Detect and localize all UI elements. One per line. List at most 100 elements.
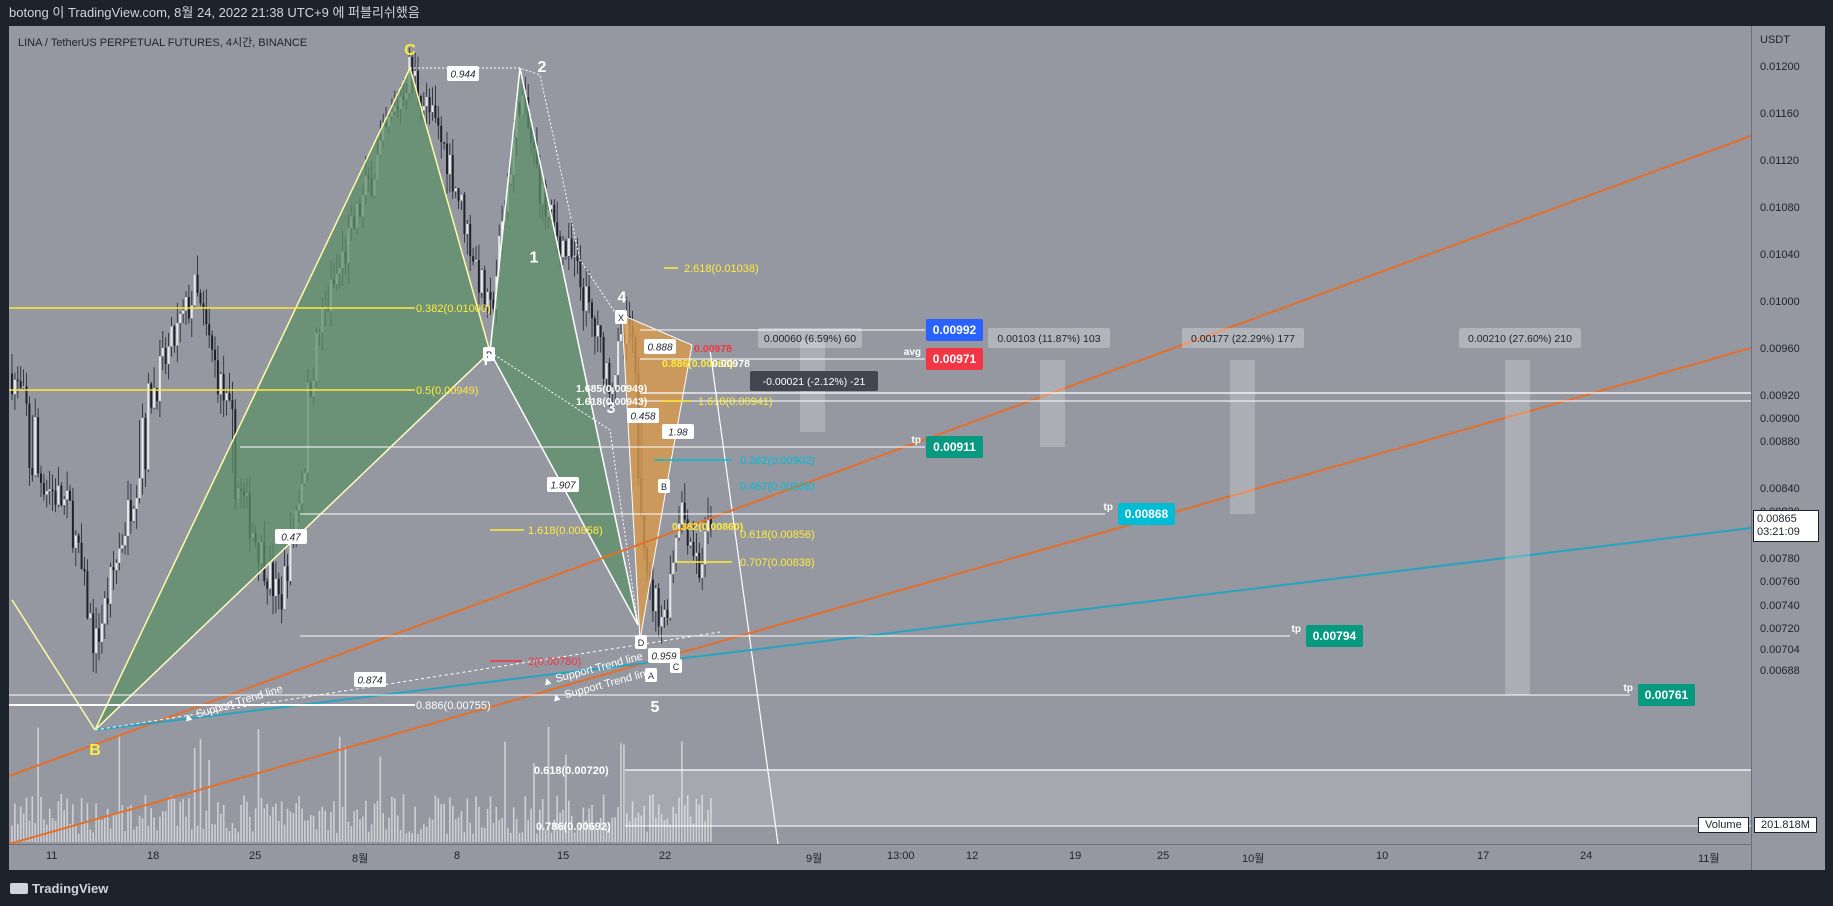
volume-bar — [211, 823, 213, 842]
x-tick-label: 25 — [249, 850, 262, 862]
volume-bar — [599, 817, 602, 842]
volume-bar — [684, 805, 686, 842]
candle-body — [205, 309, 208, 325]
projection-line — [709, 349, 779, 845]
volume-bar — [541, 799, 544, 842]
volume-bar — [275, 803, 277, 842]
candle-body — [37, 417, 40, 474]
volume-bar — [202, 828, 205, 842]
candle-body — [144, 417, 147, 470]
tradingview-logo[interactable]: TradingView — [10, 881, 108, 896]
volume-bar — [608, 822, 611, 842]
y-tick-label: 0.01200 — [1760, 61, 1800, 73]
volume-bar — [249, 816, 251, 842]
volume-bar — [75, 824, 77, 842]
volume-bar — [466, 798, 469, 842]
candle-body — [219, 373, 222, 395]
y-tick-label: 0.01120 — [1760, 155, 1799, 167]
target-kind-label: tp — [912, 435, 921, 446]
volume-bar — [620, 743, 622, 842]
volume-bar — [669, 824, 672, 842]
pattern-point-label: A — [648, 671, 654, 681]
volume-bar — [399, 829, 402, 842]
volume-bar — [675, 814, 677, 842]
volume-bar — [341, 806, 344, 842]
candle-body — [657, 588, 660, 627]
volume-bar — [283, 824, 286, 842]
volume-bar — [19, 806, 22, 842]
candle-body — [576, 255, 579, 261]
candle-body — [170, 326, 173, 347]
candle-body — [707, 518, 709, 532]
candle-body — [63, 499, 66, 506]
y-tick-label: 0.00920 — [1760, 390, 1800, 402]
volume-bar — [220, 813, 222, 842]
candle-body — [202, 303, 205, 310]
volume-bar — [544, 830, 547, 842]
volume-bar — [701, 794, 703, 842]
volume-bar — [359, 819, 361, 842]
volume-bar — [391, 796, 393, 842]
pattern-point-label: X — [618, 313, 624, 323]
candle-body — [672, 562, 675, 575]
candle-body — [434, 105, 437, 118]
price-chart[interactable]: 2.618(0.01038) 0.382(0.01000) 0.5(0.00949)… — [9, 26, 1751, 870]
volume-bar — [83, 823, 86, 842]
volume-bar — [104, 817, 106, 842]
candle-body — [564, 240, 567, 256]
x-tick-label: 12 — [966, 850, 979, 862]
ratio-value: 0.874 — [357, 676, 382, 687]
candle-body — [443, 142, 446, 144]
candle-body — [617, 341, 620, 376]
volume-bar — [405, 833, 408, 842]
bar-countdown: 03:21:09 — [1757, 526, 1800, 538]
candle-body — [695, 552, 698, 557]
candle-body — [16, 379, 19, 382]
candle-body — [483, 270, 486, 307]
candle-body — [472, 256, 475, 262]
target-price-tag — [1118, 503, 1175, 525]
candle-body — [593, 318, 596, 337]
volume-bar — [289, 811, 292, 842]
volume-bar — [324, 810, 326, 842]
candle-body — [95, 628, 98, 654]
volume-bar — [521, 832, 524, 842]
candle-body — [602, 336, 605, 379]
candle-body — [591, 302, 593, 319]
orange-trend-lower — [9, 347, 1751, 845]
volume-bar — [231, 822, 234, 842]
volume-bar — [411, 833, 413, 842]
candle-body — [83, 569, 86, 572]
volume-bar — [80, 797, 83, 842]
volume-bar — [591, 804, 593, 842]
time-axis[interactable] — [9, 844, 1751, 871]
target-price-tag — [926, 348, 983, 370]
volume-bar — [217, 802, 219, 842]
volume-bar — [495, 806, 498, 842]
fib-level-label: 2(0.00780) — [528, 656, 581, 668]
volume-bar — [646, 831, 648, 842]
volume-bar — [501, 817, 503, 842]
price-axis[interactable] — [1751, 26, 1825, 870]
volume-bar — [362, 816, 364, 842]
x-tick-label: 19 — [1069, 850, 1082, 862]
volume-bar — [597, 830, 599, 842]
volume-bar — [657, 804, 660, 842]
candle-body — [231, 400, 234, 410]
volume-bar — [594, 825, 596, 842]
candle-body — [80, 542, 83, 570]
pattern-level-label: 0.00978 — [694, 343, 732, 355]
candle-body — [567, 238, 570, 256]
volume-bar — [191, 829, 193, 842]
candle-body — [704, 531, 707, 565]
volume-bar — [95, 803, 97, 842]
pattern-point-label: C — [673, 662, 680, 672]
volume-bar — [251, 831, 254, 842]
y-tick-label: 0.00704 — [1760, 644, 1800, 656]
candle-body — [216, 360, 219, 395]
candle-body — [620, 334, 622, 342]
chart-area[interactable]: 2.618(0.01038) 0.382(0.01000) 0.5(0.00949)… — [9, 26, 1751, 870]
volume-bar — [144, 795, 147, 842]
candle-body — [190, 305, 193, 319]
pattern-level-label: 1.685(0.00949) — [576, 383, 647, 395]
